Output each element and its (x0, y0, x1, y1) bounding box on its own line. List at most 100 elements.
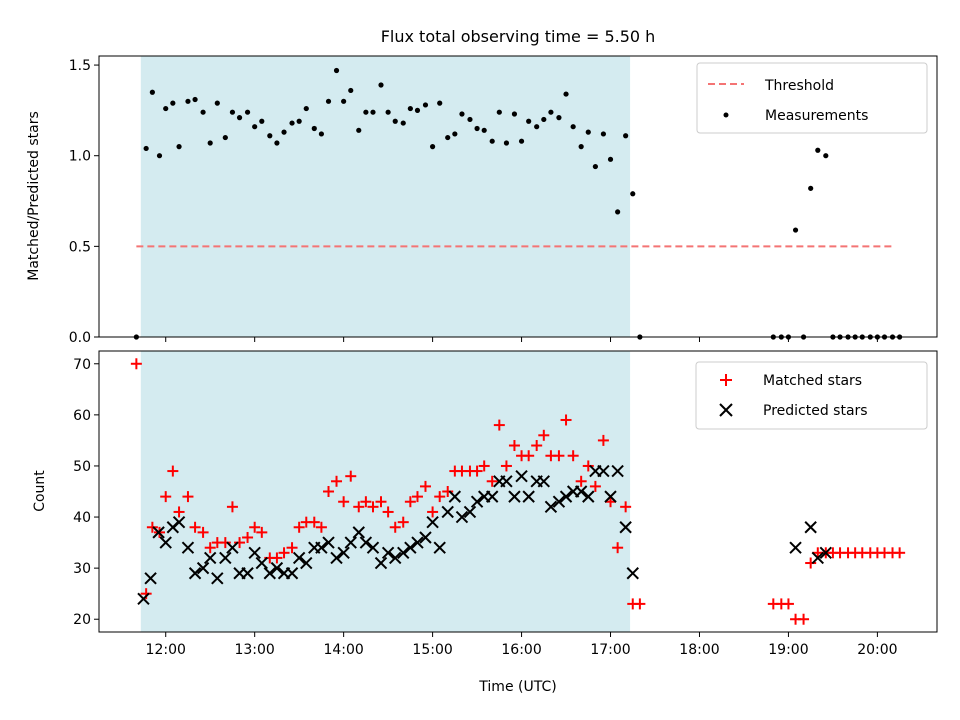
matched-star-point (620, 501, 632, 513)
top-ytick-label: 0.5 (69, 239, 91, 255)
measurement-point (156, 153, 163, 159)
measurement-point (414, 107, 421, 113)
legend-measurements-label: Measurements (765, 108, 868, 124)
xtick-label: 14:00 (323, 642, 363, 658)
predicted-star-point (811, 551, 825, 565)
measurement-point (341, 98, 347, 104)
measurement-point (459, 111, 465, 117)
top-shaded-region (140, 56, 631, 337)
measurement-point (541, 116, 547, 123)
predicted-star-point (366, 541, 380, 554)
matched-star-point (397, 516, 409, 528)
bottom-ytick-label: 60 (73, 408, 91, 424)
measurement-point (556, 115, 562, 121)
bottom-ytick-label: 20 (73, 612, 91, 628)
predicted-stars-points (137, 464, 833, 605)
matched-star-point (278, 547, 290, 559)
legend-predicted-swatch (719, 403, 733, 417)
predicted-star-point (359, 536, 373, 549)
predicted-star-point (433, 541, 446, 554)
matched-star-point (894, 547, 906, 559)
matched-star-point (486, 475, 498, 487)
measurement-point (600, 131, 607, 137)
matched-star-point (493, 419, 505, 431)
matched-star-point (323, 486, 335, 497)
measurement-point (274, 140, 280, 146)
measurement-point (163, 105, 169, 112)
matched-star-point (805, 557, 817, 569)
measurement-point (452, 131, 458, 137)
matched-star-point (597, 434, 609, 446)
matched-star-point (353, 501, 365, 513)
predicted-star-point (159, 536, 172, 549)
measurement-point (281, 129, 287, 135)
predicted-star-point (219, 551, 232, 565)
matched-star-point (375, 496, 387, 508)
measurement-point (200, 109, 206, 115)
measurement-points (133, 67, 903, 340)
measurement-point (429, 144, 436, 150)
matched-star-point (798, 613, 810, 625)
matched-star-point (553, 450, 565, 462)
matched-star-point (442, 486, 454, 497)
matched-star-point (197, 526, 209, 538)
predicted-star-point (441, 505, 454, 519)
predicted-star-point (619, 521, 632, 534)
measurement-point (229, 109, 236, 115)
predicted-star-point (626, 567, 639, 580)
matched-star-point (234, 537, 246, 549)
measurement-point (222, 134, 228, 141)
matched-star-point (382, 506, 394, 518)
xtick-label: 17:00 (590, 642, 630, 658)
matched-star-point (146, 521, 158, 533)
measurement-point (370, 109, 376, 115)
predicted-star-point (322, 536, 335, 549)
top-y-axis: 0.0 0.5 1.0 1.5 (69, 58, 99, 346)
measurement-point (792, 227, 799, 233)
bottom-ytick-label: 70 (73, 357, 91, 373)
matched-star-point (634, 598, 646, 610)
predicted-star-point (330, 551, 343, 565)
bottom-axes-frame (98, 350, 938, 633)
predicted-star-point (515, 469, 528, 483)
bottom-ytick-label: 50 (73, 459, 91, 475)
measurement-point (518, 138, 525, 144)
predicted-star-point (559, 490, 573, 503)
top-ytick-label: 0.0 (69, 330, 91, 346)
measurement-point (815, 147, 821, 153)
predicted-star-point (604, 490, 617, 503)
measurement-point (378, 82, 384, 88)
measurement-point (207, 140, 213, 146)
measurement-point (149, 89, 155, 95)
predicted-star-point (172, 515, 186, 529)
predicted-star-point (582, 490, 595, 503)
measurement-point (511, 111, 518, 117)
matched-star-point (315, 521, 327, 533)
matched-star-point (256, 526, 268, 538)
predicted-star-point (181, 541, 195, 554)
measurement-point (578, 144, 584, 150)
matched-star-point (612, 542, 624, 554)
matched-star-point (249, 521, 261, 533)
legend-matched-label: Matched stars (763, 373, 862, 389)
matched-star-point (575, 475, 587, 487)
matched-star-point (560, 414, 572, 426)
xtick-label: 13:00 (234, 642, 274, 658)
matched-star-point (538, 429, 550, 441)
predicted-star-point (611, 464, 624, 478)
bottom-y-axis: 20 30 40 50 60 70 (73, 357, 99, 628)
measurement-point (236, 115, 243, 121)
predicted-star-point (522, 490, 535, 503)
predicted-star-point (226, 541, 239, 554)
top-x-ticks (165, 337, 878, 342)
predicted-star-point (411, 536, 424, 549)
measurement-point (534, 124, 540, 130)
matched-star-point (189, 521, 201, 533)
x-axis-label: Time (UTC) (478, 679, 556, 695)
predicted-star-point (389, 551, 402, 565)
xtick-label: 18:00 (679, 642, 719, 658)
matched-star-point (367, 501, 379, 513)
predicted-star-point (397, 546, 410, 560)
measurement-point (592, 163, 598, 170)
